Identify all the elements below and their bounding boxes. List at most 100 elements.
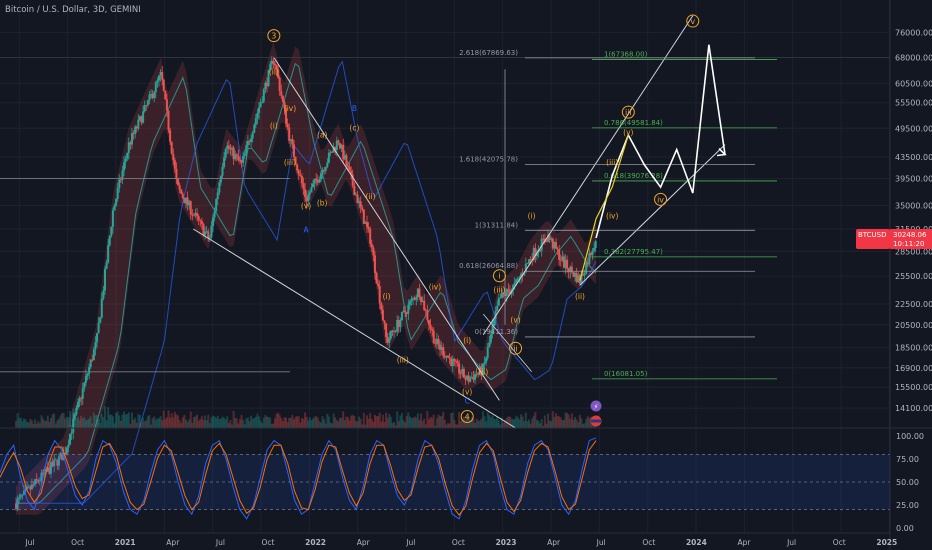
volume-bar	[518, 419, 521, 428]
wave-labels: 3 (ii) (iv) (i) (iii) (a) B (c) (v) (b) A (ii) (i) (i…	[267, 14, 700, 424]
volume-bar	[26, 421, 29, 428]
volume-bar	[134, 417, 137, 428]
candle-body	[161, 72, 164, 80]
candle-body	[339, 143, 342, 149]
candle-body	[412, 297, 415, 300]
volume-bar	[53, 413, 56, 428]
volume-bar	[196, 414, 199, 428]
volume-bar	[562, 419, 565, 428]
oscillator-axis[interactable]: 100.00 75.00 50.00 25.00 0.00	[896, 432, 924, 533]
candle-body	[448, 357, 451, 359]
wave-label: (v)	[510, 316, 520, 325]
volume-bar	[542, 425, 545, 428]
candle-body	[92, 349, 95, 361]
candle-body	[407, 304, 410, 314]
candle-body	[362, 209, 365, 224]
volume-bar	[161, 420, 164, 428]
candle-body	[40, 472, 43, 481]
volume-bar	[502, 422, 505, 428]
volume-bar	[315, 416, 318, 428]
volume-bar	[167, 410, 170, 428]
symbol-title[interactable]: Bitcoin / U.S. Dollar, 3D, GEMINI	[5, 5, 141, 15]
candle-body	[583, 273, 586, 276]
wave-label: (i)	[528, 212, 536, 221]
volume-bar	[396, 411, 399, 428]
volume-bar	[264, 414, 267, 428]
volume-bar	[227, 423, 230, 428]
candle-body	[96, 333, 99, 343]
volume-bar	[331, 423, 334, 428]
candle-body	[48, 467, 51, 474]
candle-body	[481, 364, 484, 375]
volume-bar	[164, 418, 167, 428]
volume-bar	[129, 423, 132, 428]
candle-body	[451, 359, 454, 366]
candle-body	[240, 160, 243, 163]
volume-bar	[205, 420, 208, 428]
candle-body	[443, 356, 446, 358]
candle-body	[38, 480, 41, 482]
volume-bar	[345, 416, 348, 428]
candle-body	[80, 398, 83, 400]
candle-body	[474, 374, 477, 380]
volume-bar	[51, 414, 54, 428]
price-axis[interactable]: 76000.00 68000.00 60500.00 55500.00 49500.00…	[895, 29, 932, 413]
candle-body	[153, 92, 156, 98]
volume-bar	[501, 417, 504, 428]
volume-bar	[127, 412, 130, 428]
uptrend-lower-line	[579, 144, 726, 286]
volume-bar	[130, 412, 133, 428]
candle-body	[275, 65, 278, 70]
volume-bar	[72, 408, 75, 428]
volume-bar	[439, 416, 442, 428]
candle-body	[146, 100, 149, 106]
candle-body	[61, 453, 64, 461]
volume-bar	[240, 414, 243, 428]
volume-bar	[76, 416, 79, 428]
candle-body	[126, 152, 129, 159]
volume-bar	[251, 418, 254, 428]
candle-body	[334, 146, 337, 151]
candle-body	[134, 126, 137, 134]
volume-bar	[223, 417, 226, 428]
volume-bar	[162, 410, 165, 428]
candle-body	[272, 60, 275, 64]
candle-body	[32, 484, 35, 486]
candle-body	[76, 402, 79, 408]
candle-body	[315, 178, 318, 181]
candle-body	[78, 398, 81, 403]
volume-bar	[526, 421, 529, 428]
volume-bar	[27, 422, 30, 428]
candle-body	[364, 222, 367, 224]
volume-bar	[453, 419, 456, 428]
candle-body	[542, 238, 545, 240]
candle-body	[73, 414, 76, 419]
volume-bar	[289, 417, 292, 428]
candle-body	[296, 164, 299, 171]
candle-body	[265, 82, 268, 86]
candle-body	[558, 249, 561, 260]
volume-bar	[38, 423, 41, 428]
candle-body	[461, 368, 464, 374]
time-axis[interactable]: Jul Oct 2021 Apr Jul Oct 2022 Apr Jul Oct 2023 Apr J…	[24, 538, 897, 547]
candle-body	[258, 107, 261, 113]
volume-bar	[183, 414, 186, 428]
volume-bar	[474, 422, 477, 428]
candle-body	[582, 274, 585, 276]
lightning-event-icon[interactable]	[590, 400, 602, 412]
candle-body	[292, 144, 295, 158]
price-tick-label: 49500.00	[895, 124, 932, 133]
candle-body	[232, 147, 235, 160]
candle-body	[550, 238, 553, 240]
event-markers[interactable]: ⚡	[590, 400, 602, 427]
price-tick-label: 55500.00	[895, 99, 932, 108]
candle-body	[211, 217, 214, 226]
volume-bar	[177, 415, 180, 428]
candle-body	[29, 486, 32, 490]
candle-body	[137, 119, 140, 129]
wave-label-circle	[509, 341, 523, 355]
volume-bar	[15, 420, 18, 428]
candle-body	[302, 183, 305, 190]
volume-bar	[512, 419, 515, 428]
candle-body	[180, 189, 183, 194]
